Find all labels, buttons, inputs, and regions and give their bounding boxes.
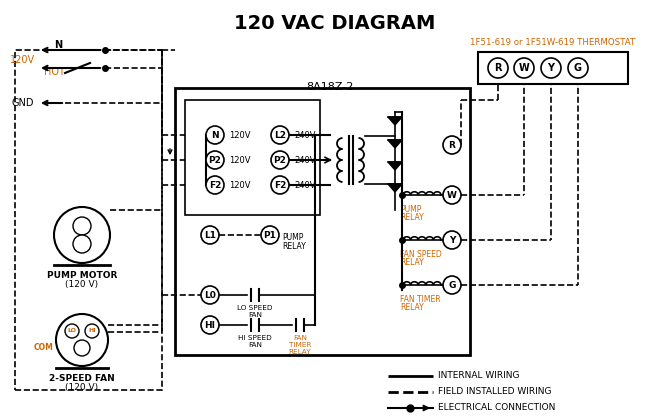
Circle shape <box>201 286 219 304</box>
Circle shape <box>541 58 561 78</box>
Polygon shape <box>388 140 402 148</box>
Text: G: G <box>448 280 456 290</box>
Circle shape <box>271 126 289 144</box>
Bar <box>15 50 162 390</box>
Circle shape <box>206 126 224 144</box>
Circle shape <box>73 235 91 253</box>
Circle shape <box>73 217 91 235</box>
Text: RELAY: RELAY <box>289 349 312 355</box>
Circle shape <box>514 58 534 78</box>
Text: 120V: 120V <box>229 155 251 165</box>
Circle shape <box>56 314 108 366</box>
Text: PUMP: PUMP <box>400 205 421 214</box>
Circle shape <box>443 136 461 154</box>
Text: 2-SPEED FAN: 2-SPEED FAN <box>49 374 115 383</box>
Circle shape <box>85 324 99 338</box>
Text: (120 V): (120 V) <box>66 280 98 289</box>
Text: HI: HI <box>88 328 96 334</box>
Polygon shape <box>388 162 402 170</box>
Text: FAN: FAN <box>248 312 262 318</box>
Text: Y: Y <box>449 235 455 245</box>
Circle shape <box>74 340 90 356</box>
Text: 120V: 120V <box>229 181 251 189</box>
Circle shape <box>443 186 461 204</box>
Text: RELAY: RELAY <box>400 213 423 222</box>
Text: P2: P2 <box>208 155 222 165</box>
Text: RELAY: RELAY <box>400 258 423 267</box>
Text: L1: L1 <box>204 230 216 240</box>
Text: 120V: 120V <box>10 55 35 65</box>
Text: R: R <box>494 63 502 73</box>
Circle shape <box>206 176 224 194</box>
Text: RELAY: RELAY <box>282 242 306 251</box>
Circle shape <box>261 226 279 244</box>
Polygon shape <box>388 184 402 192</box>
Circle shape <box>201 316 219 334</box>
Bar <box>185 100 320 215</box>
Text: N: N <box>211 130 219 140</box>
Text: COM: COM <box>33 344 53 352</box>
Text: R: R <box>448 140 456 150</box>
Text: 120 VAC DIAGRAM: 120 VAC DIAGRAM <box>234 14 436 33</box>
Text: F2: F2 <box>209 181 221 189</box>
Text: RELAY: RELAY <box>400 303 423 312</box>
Text: HOT: HOT <box>44 67 65 77</box>
Text: HI SPEED: HI SPEED <box>238 335 272 341</box>
Circle shape <box>488 58 508 78</box>
Circle shape <box>271 176 289 194</box>
Text: 8A18Z-2: 8A18Z-2 <box>306 82 354 92</box>
Bar <box>478 52 628 84</box>
Text: INTERNAL WIRING: INTERNAL WIRING <box>438 372 519 380</box>
Text: ELECTRICAL CONNECTION: ELECTRICAL CONNECTION <box>438 403 555 412</box>
Text: Y: Y <box>547 63 555 73</box>
Text: 120V: 120V <box>229 130 251 140</box>
Text: PUMP: PUMP <box>282 233 304 242</box>
Circle shape <box>568 58 588 78</box>
Text: FAN TIMER: FAN TIMER <box>400 295 441 304</box>
Circle shape <box>443 231 461 249</box>
Text: P2: P2 <box>273 155 287 165</box>
Text: 240V: 240V <box>294 155 316 165</box>
Text: (120 V): (120 V) <box>66 383 98 392</box>
Text: FAN SPEED: FAN SPEED <box>400 250 442 259</box>
Text: PUMP MOTOR: PUMP MOTOR <box>47 271 117 280</box>
Text: P1: P1 <box>263 230 277 240</box>
Text: TIMER: TIMER <box>289 342 311 348</box>
Text: 240V: 240V <box>294 181 316 189</box>
Text: W: W <box>447 191 457 199</box>
Text: G: G <box>574 63 582 73</box>
Text: W: W <box>519 63 529 73</box>
Text: HI: HI <box>204 321 216 329</box>
Circle shape <box>65 324 79 338</box>
Text: L2: L2 <box>274 130 286 140</box>
Text: FAN: FAN <box>248 342 262 348</box>
Circle shape <box>201 226 219 244</box>
Text: N: N <box>54 40 62 50</box>
Text: FIELD INSTALLED WIRING: FIELD INSTALLED WIRING <box>438 388 551 396</box>
Circle shape <box>206 151 224 169</box>
Text: LO: LO <box>68 328 76 334</box>
Text: 240V: 240V <box>294 130 316 140</box>
Circle shape <box>54 207 110 263</box>
Text: LO SPEED: LO SPEED <box>237 305 273 311</box>
Bar <box>175 88 470 355</box>
Text: GND: GND <box>12 98 34 108</box>
Circle shape <box>443 276 461 294</box>
Text: FAN: FAN <box>293 335 307 341</box>
Text: L0: L0 <box>204 290 216 300</box>
Text: F2: F2 <box>274 181 286 189</box>
Circle shape <box>271 151 289 169</box>
Polygon shape <box>388 117 402 125</box>
Text: 1F51-619 or 1F51W-619 THERMOSTAT: 1F51-619 or 1F51W-619 THERMOSTAT <box>470 38 636 47</box>
